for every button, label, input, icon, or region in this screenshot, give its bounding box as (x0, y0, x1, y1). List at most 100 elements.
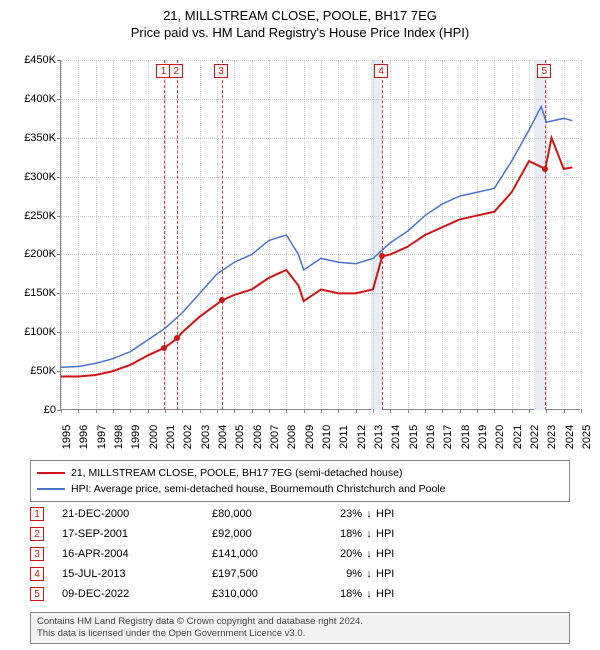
sale-date: 15-JUL-2013 (62, 568, 212, 580)
x-tick (338, 409, 339, 413)
x-tick (61, 409, 62, 413)
y-tick-label: £400K (6, 93, 56, 105)
x-tick (477, 409, 478, 413)
sale-pct: 9% (312, 568, 362, 580)
gridline-v (581, 60, 582, 410)
x-tick-label: 2025 (581, 425, 593, 449)
x-tick (442, 409, 443, 413)
sale-point (174, 335, 180, 341)
sale-idx: 5 (30, 587, 44, 601)
x-tick-label: 2009 (304, 425, 316, 449)
footer: Contains HM Land Registry data © Crown c… (30, 612, 570, 644)
x-tick-label: 2024 (564, 425, 576, 449)
sale-hpi-label: HPI (376, 528, 570, 540)
x-tick (425, 409, 426, 413)
x-tick-label: 1997 (96, 425, 108, 449)
sale-pct: 23% (312, 508, 362, 520)
y-tick-label: £100K (6, 326, 56, 338)
x-tick-label: 2003 (200, 425, 212, 449)
x-tick-label: 2001 (165, 425, 177, 449)
y-tick (57, 332, 61, 333)
title-subtitle: Price paid vs. HM Land Registry's House … (0, 25, 600, 40)
sales-table: 121-DEC-2000£80,00023%↓HPI217-SEP-2001£9… (30, 504, 570, 604)
y-tick-label: £200K (6, 248, 56, 260)
sale-price: £310,000 (212, 588, 312, 600)
sale-row: 316-APR-2004£141,00020%↓HPI (30, 544, 570, 564)
sale-idx: 1 (30, 507, 44, 521)
y-tick (57, 60, 61, 61)
x-tick-label: 2010 (321, 425, 333, 449)
x-tick-label: 1998 (113, 425, 125, 449)
legend-row: 21, MILLSTREAM CLOSE, POOLE, BH17 7EG (s… (37, 465, 563, 481)
x-tick (390, 409, 391, 413)
sale-idx: 4 (30, 567, 44, 581)
x-tick (113, 409, 114, 413)
x-tick (494, 409, 495, 413)
plot-area: £0£50K£100K£150K£200K£250K£300K£350K£400… (60, 60, 580, 410)
chart: £0£50K£100K£150K£200K£250K£300K£350K£400… (60, 60, 580, 410)
sale-marker-box: 3 (214, 64, 228, 78)
x-tick (356, 409, 357, 413)
x-tick (130, 409, 131, 413)
x-tick-label: 1996 (78, 425, 90, 449)
down-arrow-icon: ↓ (362, 508, 376, 520)
x-tick (96, 409, 97, 413)
down-arrow-icon: ↓ (362, 588, 376, 600)
legend: 21, MILLSTREAM CLOSE, POOLE, BH17 7EG (s… (30, 460, 570, 502)
y-tick (57, 138, 61, 139)
x-tick-label: 2014 (390, 425, 402, 449)
y-tick-label: £350K (6, 132, 56, 144)
x-tick (165, 409, 166, 413)
x-tick (269, 409, 270, 413)
y-tick (57, 216, 61, 217)
y-tick-label: £450K (6, 54, 56, 66)
y-tick (57, 371, 61, 372)
sale-idx: 2 (30, 527, 44, 541)
legend-label: HPI: Average price, semi-detached house,… (71, 483, 446, 495)
x-tick-label: 2021 (512, 425, 524, 449)
x-tick-label: 2023 (546, 425, 558, 449)
sale-date: 21-DEC-2000 (62, 508, 212, 520)
x-tick (564, 409, 565, 413)
x-tick-label: 2011 (338, 425, 350, 449)
sale-date: 16-APR-2004 (62, 548, 212, 560)
x-tick-label: 2017 (442, 425, 454, 449)
legend-swatch (37, 472, 65, 474)
x-tick (373, 409, 374, 413)
sale-price: £197,500 (212, 568, 312, 580)
sale-point (219, 297, 225, 303)
x-tick-label: 2012 (356, 425, 368, 449)
sale-marker-box: 5 (537, 64, 551, 78)
y-tick-label: £250K (6, 210, 56, 222)
sale-row: 217-SEP-2001£92,00018%↓HPI (30, 524, 570, 544)
x-tick (408, 409, 409, 413)
x-tick-label: 2000 (148, 425, 160, 449)
y-tick (57, 99, 61, 100)
sale-pct: 18% (312, 528, 362, 540)
x-tick (546, 409, 547, 413)
x-tick-label: 1995 (61, 425, 73, 449)
x-tick-label: 2016 (425, 425, 437, 449)
chart-lines (61, 60, 581, 410)
sale-date: 17-SEP-2001 (62, 528, 212, 540)
x-tick-label: 2022 (529, 425, 541, 449)
footer-line2: This data is licensed under the Open Gov… (37, 628, 563, 640)
x-tick (252, 409, 253, 413)
page: 21, MILLSTREAM CLOSE, POOLE, BH17 7EG Pr… (0, 0, 600, 650)
legend-label: 21, MILLSTREAM CLOSE, POOLE, BH17 7EG (s… (71, 467, 402, 479)
down-arrow-icon: ↓ (362, 568, 376, 580)
x-tick-label: 2007 (269, 425, 281, 449)
sale-row: 121-DEC-2000£80,00023%↓HPI (30, 504, 570, 524)
x-tick-label: 2008 (286, 425, 298, 449)
sale-marker-box: 4 (374, 64, 388, 78)
sale-hpi-label: HPI (376, 548, 570, 560)
down-arrow-icon: ↓ (362, 548, 376, 560)
y-tick-label: £150K (6, 287, 56, 299)
sale-hpi-label: HPI (376, 588, 570, 600)
x-tick (581, 409, 582, 413)
footer-line1: Contains HM Land Registry data © Crown c… (37, 616, 563, 628)
down-arrow-icon: ↓ (362, 528, 376, 540)
x-tick-label: 1999 (130, 425, 142, 449)
x-tick (460, 409, 461, 413)
sale-hpi-label: HPI (376, 508, 570, 520)
